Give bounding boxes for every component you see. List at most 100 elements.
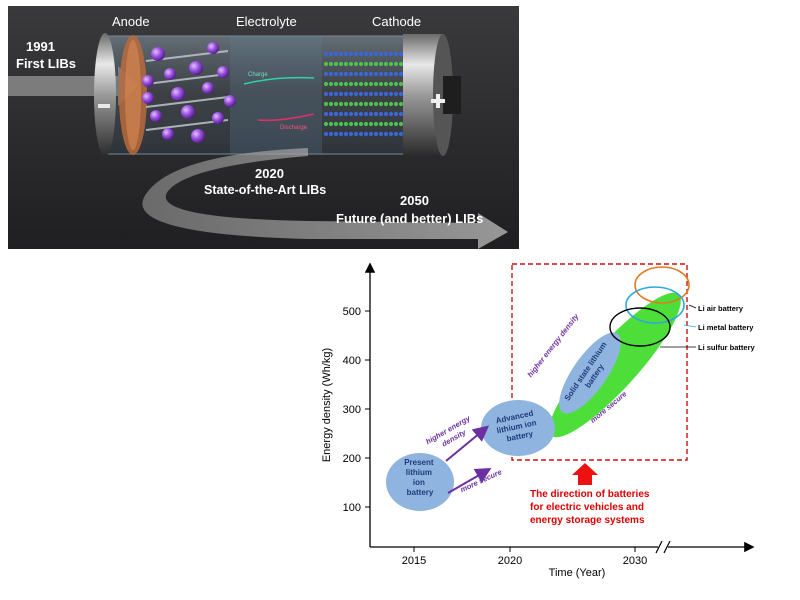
cathode-atom xyxy=(373,121,379,127)
cathode-atom xyxy=(333,81,339,87)
cathode-atom xyxy=(323,81,329,87)
present-line-2: lithium xyxy=(406,468,432,477)
cathode-atom xyxy=(378,81,384,87)
cathode-atom xyxy=(358,71,364,77)
anode-label: Anode xyxy=(112,14,150,29)
cathode-atom xyxy=(333,71,339,77)
cathode-atom xyxy=(378,51,384,57)
present-line-1: Present xyxy=(404,458,434,467)
cathode-atom xyxy=(323,91,329,97)
cathode-atom xyxy=(358,121,364,127)
cathode-atom xyxy=(398,111,404,117)
cathode-atom xyxy=(338,81,344,87)
cathode-atom xyxy=(358,81,364,87)
cathode-atom xyxy=(353,111,359,117)
cathode-atom xyxy=(398,61,404,67)
cathode-atom xyxy=(368,61,374,67)
cathode-atom xyxy=(383,121,389,127)
cathode-atom xyxy=(328,111,334,117)
lithium-ion xyxy=(164,68,176,80)
lithium-ion xyxy=(212,112,224,124)
future-direction-box xyxy=(511,263,688,461)
cathode-atom xyxy=(368,71,374,77)
cathode-atom xyxy=(388,121,394,127)
cathode-atom xyxy=(363,81,369,87)
y-tick-label: 500 xyxy=(343,306,361,318)
negative-terminal-sign xyxy=(98,104,110,108)
cathode-atom xyxy=(383,81,389,87)
axis-break xyxy=(655,540,671,554)
cathode-atom xyxy=(358,61,364,67)
lithium-ion xyxy=(224,95,236,107)
cathode-atom xyxy=(343,111,349,117)
discharge-arrow xyxy=(257,113,315,122)
cathode-atom xyxy=(373,61,379,67)
lithium-ion xyxy=(142,92,154,104)
cathode-atom xyxy=(353,131,359,137)
cathode-atom xyxy=(343,71,349,77)
x-axis-label: Time (Year) xyxy=(549,567,606,579)
positive-terminal-nub xyxy=(443,76,461,114)
cathode-atom xyxy=(328,61,334,67)
cathode-atom xyxy=(333,131,339,137)
advanced-lib-ellipse xyxy=(481,400,555,456)
cathode-atom xyxy=(378,71,384,77)
cathode-atom xyxy=(348,121,354,127)
cathode-atom xyxy=(363,131,369,137)
cathode-atom xyxy=(383,71,389,77)
cathode-atom xyxy=(348,51,354,57)
cathode-atom xyxy=(343,121,349,127)
cathode-atom xyxy=(378,121,384,127)
cathode-atom xyxy=(338,111,344,117)
cathode-atom xyxy=(368,51,374,57)
svg-text:The direction of batteries: The direction of batteries for electric … xyxy=(530,489,652,526)
battery-roadmap-chart: 100 200 300 400 500 2015 2020 2030 Energy dens… xyxy=(321,262,756,579)
cathode-atom xyxy=(363,121,369,127)
cathode-atom xyxy=(333,111,339,117)
cathode-atom xyxy=(348,91,354,97)
left-end-cap xyxy=(94,33,116,157)
cathode-atom xyxy=(328,81,334,87)
cathode-atom xyxy=(328,121,334,127)
cathode-atom xyxy=(393,131,399,137)
li-sulfur-ring xyxy=(609,307,671,347)
cathode-atom xyxy=(323,131,329,137)
cathode-atom xyxy=(363,101,369,107)
cathode-atom xyxy=(338,101,344,107)
cathode-atom xyxy=(368,81,374,87)
y-tick-label: 400 xyxy=(343,355,361,367)
cathode-atom xyxy=(373,101,379,107)
discharge-label: Discharge xyxy=(280,125,308,131)
cathode-atom xyxy=(343,131,349,137)
li-air-label: Li air battery xyxy=(698,304,744,313)
solid-state-battery-ellipse xyxy=(559,332,621,414)
cathode-atom xyxy=(388,71,394,77)
cathode-atom xyxy=(343,81,349,87)
lithium-ion xyxy=(189,61,203,75)
cathode-atom xyxy=(338,51,344,57)
li-air-ring xyxy=(634,266,690,304)
cathode-atom xyxy=(338,121,344,127)
y-tick-label: 200 xyxy=(343,453,361,465)
cathode-atom xyxy=(393,121,399,127)
annotation-line-2: for electric vehicles and xyxy=(530,502,644,513)
lithium-ion xyxy=(181,105,195,119)
arrow-higher-energy-1 xyxy=(445,425,490,462)
x-tick-label: 2030 xyxy=(623,555,647,567)
cathode-atom xyxy=(353,71,359,77)
cathode-atom xyxy=(388,131,394,137)
cathode-atom xyxy=(398,71,404,77)
annotation-line-1: The direction of batteries xyxy=(530,489,650,500)
cathode-atom xyxy=(343,61,349,67)
x-tick-label: 2020 xyxy=(498,555,522,567)
li-sulfur-label: Li sulfur battery xyxy=(698,343,756,352)
cathode-atom xyxy=(373,111,379,117)
cathode-atom xyxy=(328,101,334,107)
battery-illustration: Charge Discharge Anode Electrolyte Catho… xyxy=(8,6,519,249)
cathode-atom xyxy=(338,91,344,97)
more-secure-label-1: more secure xyxy=(459,467,503,494)
annotation-line-3: energy storage systems xyxy=(530,515,645,526)
cathode-atom xyxy=(398,101,404,107)
cathode-atom xyxy=(398,81,404,87)
cathode-atom xyxy=(378,91,384,97)
